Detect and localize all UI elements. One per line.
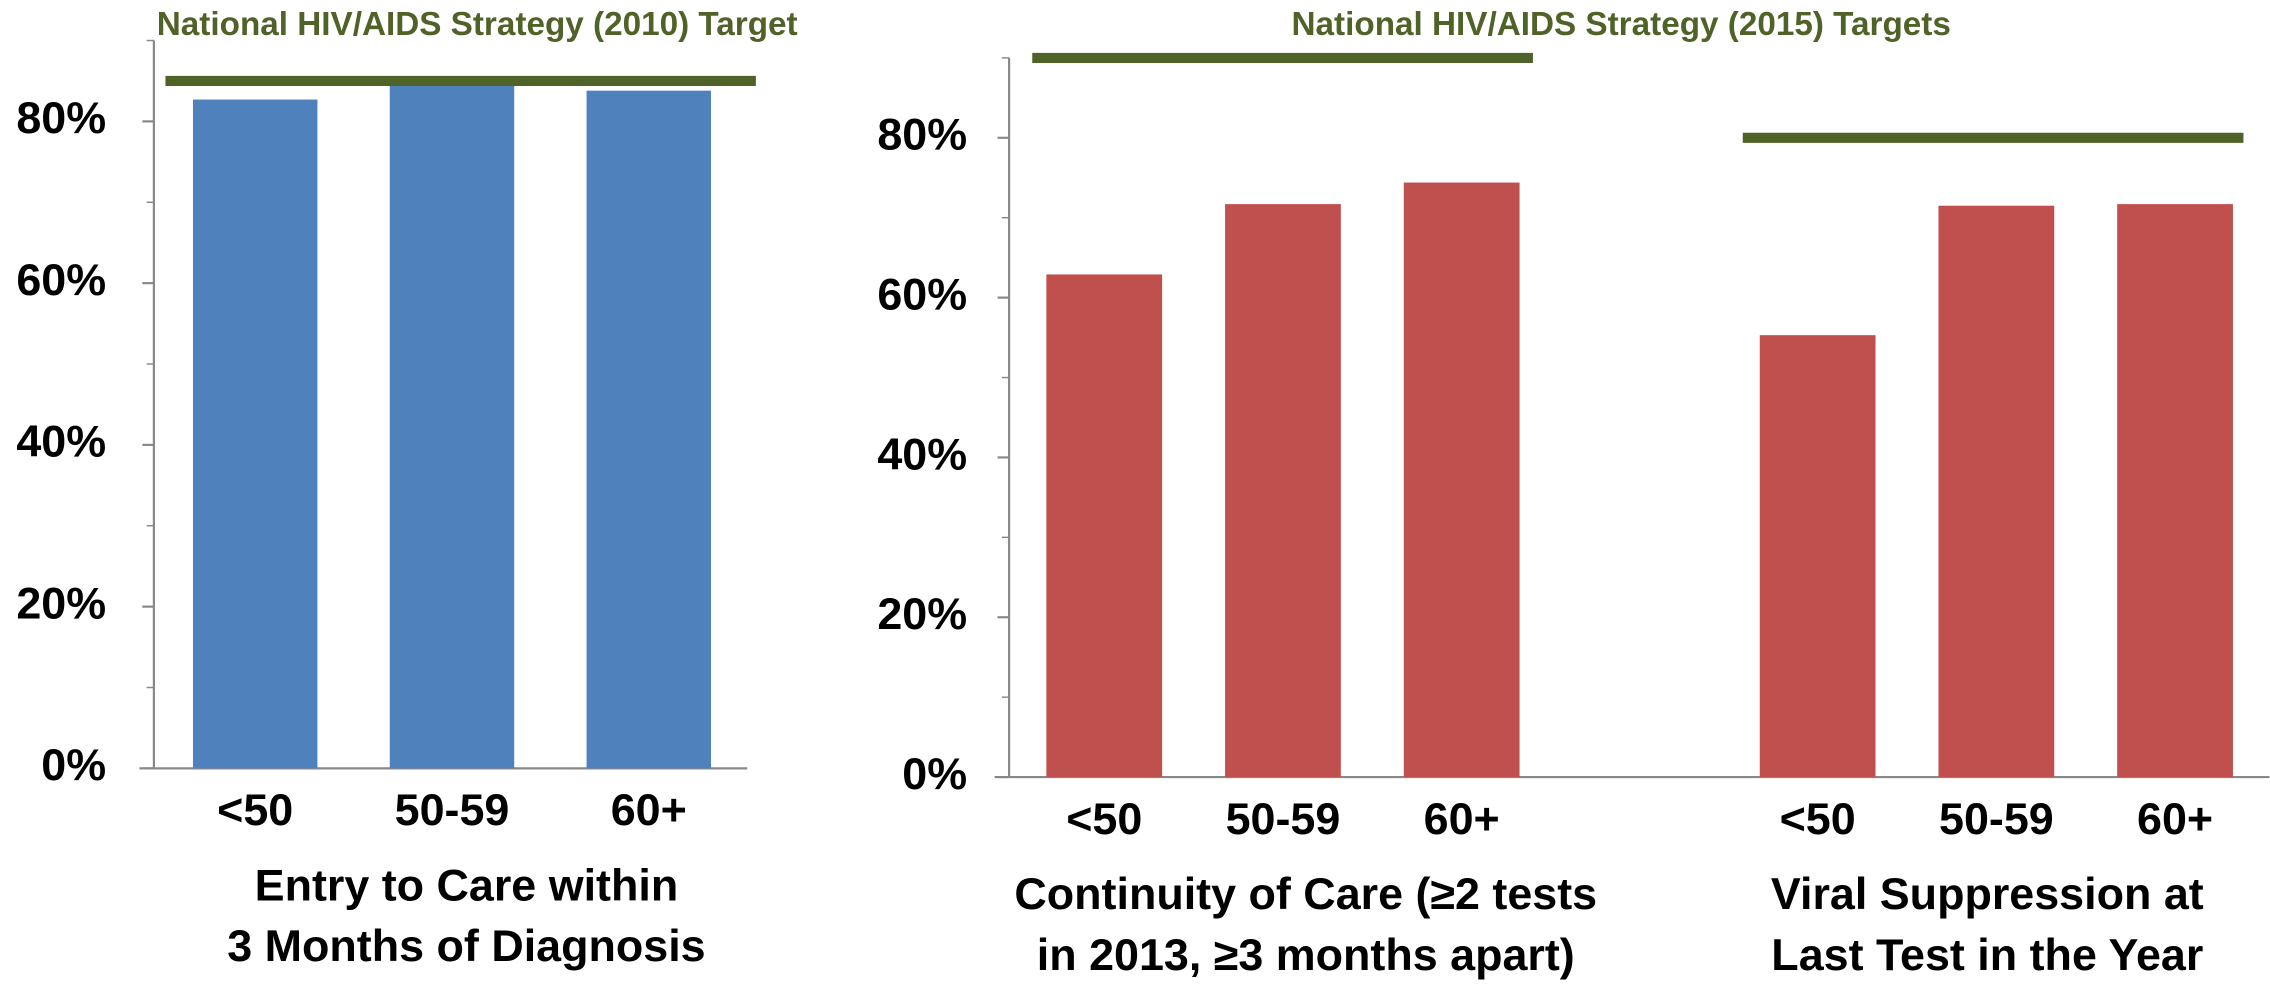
group-label: Last Test in the Year <box>1771 929 2203 980</box>
x-tick-label: 50-59 <box>395 784 510 835</box>
chart-title: National HIV/AIDS Strategy (2015) Target… <box>1292 6 1951 43</box>
y-tick-label: 40% <box>877 428 967 479</box>
x-tick-label: <50 <box>1066 793 1142 844</box>
x-tick-label: 60+ <box>2137 793 2213 844</box>
group-label: Entry to Care within <box>255 859 679 910</box>
bar <box>1938 205 2055 778</box>
group-label: Continuity of Care (≥2 tests <box>1014 868 1597 919</box>
group-label: in 2013, ≥3 months apart) <box>1037 929 1575 980</box>
y-tick-label: 20% <box>877 588 967 639</box>
x-tick-label: 50-59 <box>1939 793 2054 844</box>
bar <box>1759 335 1876 778</box>
y-tick-label: 0% <box>41 739 106 790</box>
y-tick-label: 40% <box>16 416 106 467</box>
group-label: Viral Suppression at <box>1771 868 2204 919</box>
bar <box>2117 204 2233 778</box>
bar <box>1225 204 1341 778</box>
y-tick-label: 60% <box>16 254 106 305</box>
group-label: 3 Months of Diagnosis <box>227 920 705 971</box>
y-tick-label: 0% <box>902 748 967 799</box>
x-tick-label: 60+ <box>611 784 687 835</box>
y-tick-label: 80% <box>16 92 106 143</box>
bar <box>586 90 712 769</box>
x-tick-label: <50 <box>1780 793 1856 844</box>
bar <box>192 99 318 769</box>
bar <box>389 82 515 769</box>
x-tick-label: 50-59 <box>1226 793 1341 844</box>
x-tick-label: 60+ <box>1424 793 1500 844</box>
y-tick-label: 60% <box>877 268 967 319</box>
chart-title: National HIV/AIDS Strategy (2010) Target <box>157 6 798 43</box>
bar <box>1403 182 1520 778</box>
x-tick-label: <50 <box>217 784 293 835</box>
bar <box>1046 274 1163 778</box>
y-tick-label: 80% <box>877 109 967 160</box>
y-tick-label: 20% <box>16 577 106 628</box>
